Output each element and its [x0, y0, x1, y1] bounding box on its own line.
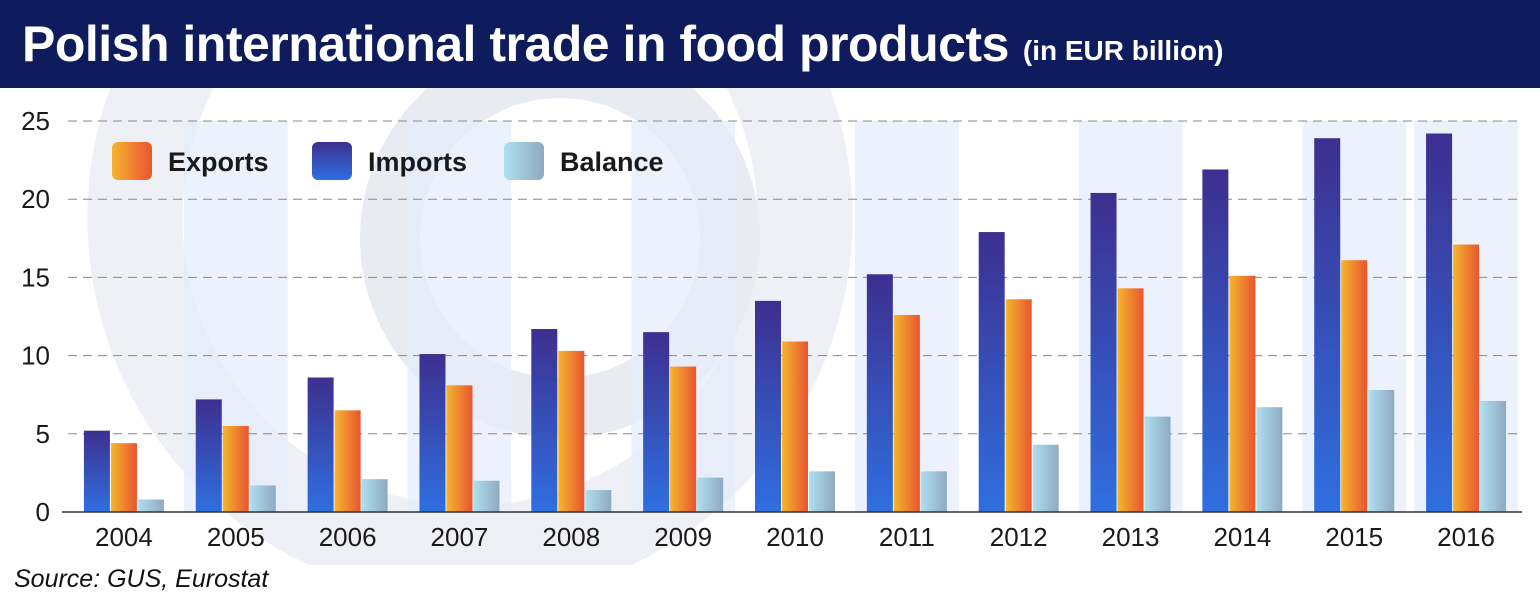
- source-note: Source: GUS, Eurostat: [14, 565, 269, 593]
- bar-imports-2004: [83, 430, 110, 512]
- y-axis-ticks: 0 5 10 15 20 25: [21, 106, 50, 527]
- bar-imports-2005: [195, 399, 222, 512]
- bar-exports-2015: [1341, 260, 1368, 512]
- bar-imports-2014: [1202, 169, 1229, 512]
- bar-imports-2012: [978, 232, 1005, 512]
- bar-balance-2011: [920, 471, 947, 512]
- bar-balance-2015: [1368, 390, 1395, 512]
- x-tick-label-2004: 2004: [95, 522, 153, 552]
- bar-balance-2004: [137, 499, 164, 512]
- legend-label-imports: Imports: [368, 147, 467, 177]
- bar-balance-2006: [361, 479, 388, 512]
- bar-exports-2008: [558, 350, 585, 512]
- bar-exports-2007: [446, 385, 473, 512]
- bar-imports-2008: [531, 329, 558, 512]
- bar-exports-2011: [893, 314, 920, 512]
- x-tick-label-2010: 2010: [766, 522, 824, 552]
- bar-imports-2007: [419, 354, 446, 512]
- title-bar: Polish international trade in food produ…: [0, 0, 1540, 88]
- bar-exports-2010: [782, 341, 808, 512]
- bar-balance-2014: [1256, 407, 1283, 512]
- y-tick-label: 10: [21, 341, 50, 371]
- x-axis-ticks: 2004 2005 2006 2007 2008 2009 2010 2011 2012 2013…: [95, 522, 1495, 552]
- x-tick-label-2015: 2015: [1325, 522, 1383, 552]
- bar-balance-2010: [809, 471, 835, 512]
- bar-exports-2004: [110, 443, 137, 512]
- bar-exports-2016: [1453, 244, 1480, 512]
- bar-imports-2013: [1090, 192, 1117, 512]
- bar-balance-2013: [1144, 416, 1171, 512]
- bar-balance-2007: [473, 480, 500, 512]
- bar-exports-2005: [222, 425, 249, 512]
- bar-exports-2006: [334, 410, 361, 512]
- x-tick-label-2013: 2013: [1102, 522, 1160, 552]
- bars: [83, 133, 1507, 513]
- bar-imports-2006: [307, 377, 334, 512]
- bar-imports-2016: [1426, 133, 1453, 512]
- bar-balance-2005: [249, 485, 276, 512]
- legend-swatch-exports: [112, 142, 152, 180]
- bar-imports-2015: [1314, 138, 1341, 513]
- y-tick-label: 15: [21, 262, 50, 292]
- chart-title: Polish international trade in food produ…: [22, 16, 1009, 72]
- bar-balance-2009: [697, 477, 724, 512]
- bar-imports-2010: [755, 300, 781, 512]
- chart-subtitle: (in EUR billion): [1022, 35, 1224, 66]
- bar-balance-2008: [585, 490, 612, 512]
- x-tick-label-2005: 2005: [207, 522, 265, 552]
- legend: Exports Imports Balance: [112, 142, 664, 180]
- x-tick-label-2014: 2014: [1213, 522, 1271, 552]
- bar-exports-2012: [1005, 299, 1032, 512]
- legend-label-balance: Balance: [560, 147, 664, 177]
- bar-exports-2013: [1117, 288, 1144, 512]
- legend-swatch-balance: [504, 142, 544, 180]
- x-tick-label-2009: 2009: [654, 522, 712, 552]
- x-tick-label-2012: 2012: [990, 522, 1048, 552]
- x-tick-label-2006: 2006: [319, 522, 377, 552]
- bar-imports-2011: [866, 274, 893, 512]
- x-tick-label-2007: 2007: [431, 522, 489, 552]
- y-tick-label: 5: [36, 419, 50, 449]
- y-tick-label: 0: [36, 497, 50, 527]
- x-tick-label-2011: 2011: [879, 522, 935, 552]
- bar-imports-2009: [643, 332, 670, 512]
- bar-exports-2014: [1229, 275, 1256, 512]
- bar-exports-2009: [670, 366, 697, 512]
- y-tick-label: 25: [21, 106, 50, 136]
- y-tick-label: 20: [21, 184, 50, 214]
- legend-swatch-imports: [312, 142, 352, 180]
- bar-balance-2016: [1480, 400, 1507, 512]
- x-tick-label-2016: 2016: [1437, 522, 1495, 552]
- legend-label-exports: Exports: [168, 147, 269, 177]
- bar-balance-2012: [1032, 444, 1059, 512]
- x-tick-label-2008: 2008: [542, 522, 600, 552]
